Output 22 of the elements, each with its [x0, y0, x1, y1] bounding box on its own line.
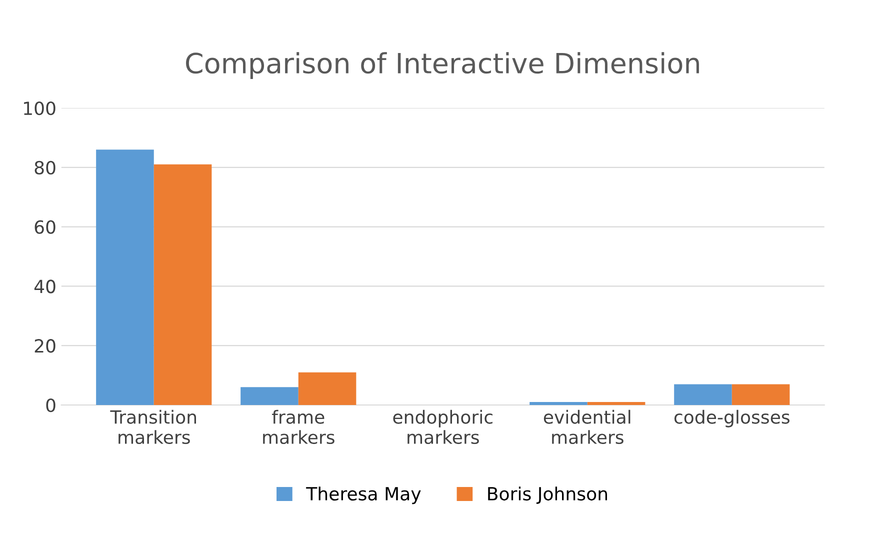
- y-tick-label: 60: [34, 220, 56, 234]
- x-tick-label: evidential markers: [544, 410, 630, 444]
- bar: [240, 387, 298, 405]
- y-tick-label: 80: [34, 160, 56, 175]
- bar: [96, 150, 154, 405]
- y-tick-label: 100: [24, 101, 56, 116]
- x-tick-label: endophoric markers: [393, 410, 492, 444]
- legend-label: Boris Johnson: [488, 486, 608, 504]
- bar: [674, 384, 732, 405]
- bar: [154, 164, 212, 405]
- chart-title: Comparison of Interactive Dimension: [186, 52, 699, 80]
- x-tick-label: code-glosses: [674, 410, 790, 428]
- x-tick-label: frame markers: [263, 410, 334, 444]
- bar: [587, 402, 646, 405]
- y-tick-label: 0: [46, 398, 56, 412]
- y-tick-label: 20: [34, 339, 56, 353]
- bar: [298, 372, 356, 405]
- bar: [530, 402, 588, 405]
- legend-label: Theresa May: [306, 486, 421, 504]
- bar: [732, 384, 790, 405]
- y-tick-label: 40: [34, 280, 56, 294]
- x-tick-label: Transition markers: [110, 410, 196, 444]
